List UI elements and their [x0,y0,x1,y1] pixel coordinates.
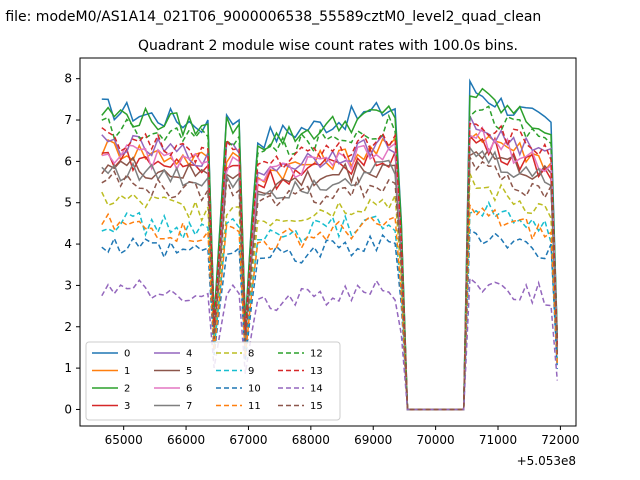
series-line-10 [101,228,559,411]
series-line-11 [101,202,559,411]
legend-label-11: 11 [248,401,261,412]
series-line-9 [101,200,559,411]
x-tick-label: 66000 [167,433,205,447]
legend-label-5: 5 [186,366,192,377]
series-line-6 [101,125,559,411]
legend-label-15: 15 [310,401,323,412]
y-tick-label: 7 [64,113,72,127]
series-line-3 [101,133,559,411]
plot-frame [79,57,577,427]
y-tick-label: 8 [64,72,72,86]
legend-label-2: 2 [124,384,130,395]
legend-label-10: 10 [248,384,261,395]
x-tick-label: 72000 [541,433,579,447]
x-tick-label: 68000 [292,433,330,447]
figure-suptitle: n file: modeM0/AS1A14_021T06_9000006538_… [0,9,541,25]
series-line-5 [101,148,559,411]
series-line-0 [101,78,559,411]
legend-label-0: 0 [124,349,130,360]
series-line-13 [101,122,559,411]
y-tick-label: 6 [64,154,72,168]
y-tick-label: 3 [64,278,72,292]
series-layer [101,78,559,411]
legend-label-4: 4 [186,349,192,360]
y-tick-label: 4 [64,237,72,251]
x-axis: 65000 66000 67000 68000 69000 70000 71000 72000 [105,426,579,447]
x-tick-label: 67000 [229,433,267,447]
series-line-1 [101,132,559,411]
legend-label-12: 12 [310,349,323,360]
legend-label-3: 3 [124,401,130,412]
legend-label-13: 13 [310,366,323,377]
y-axis: 0 1 2 3 4 5 6 7 8 [64,72,80,416]
legend-label-6: 6 [186,384,192,395]
legend-label-8: 8 [248,349,254,360]
x-tick-label: 69000 [354,433,392,447]
x-offset-label: +5.053e8 [517,454,576,468]
series-line-2 [101,87,559,411]
x-tick-label: 70000 [417,433,455,447]
legend-label-1: 1 [124,366,130,377]
series-line-12 [101,105,559,411]
x-tick-label: 65000 [105,433,143,447]
y-tick-label: 1 [64,361,72,375]
y-tick-label: 5 [64,196,72,210]
series-line-15 [101,156,559,411]
legend-label-9: 9 [248,366,254,377]
chart-title: Quadrant 2 module wise count rates with … [138,38,518,54]
legend-box [85,341,341,421]
legend-label-7: 7 [186,401,192,412]
series-line-8 [101,173,559,411]
y-tick-label: 2 [64,320,72,334]
series-line-7 [101,145,559,411]
legend-label-14: 14 [310,384,323,395]
y-tick-label: 0 [64,402,72,416]
x-tick-label: 71000 [479,433,517,447]
